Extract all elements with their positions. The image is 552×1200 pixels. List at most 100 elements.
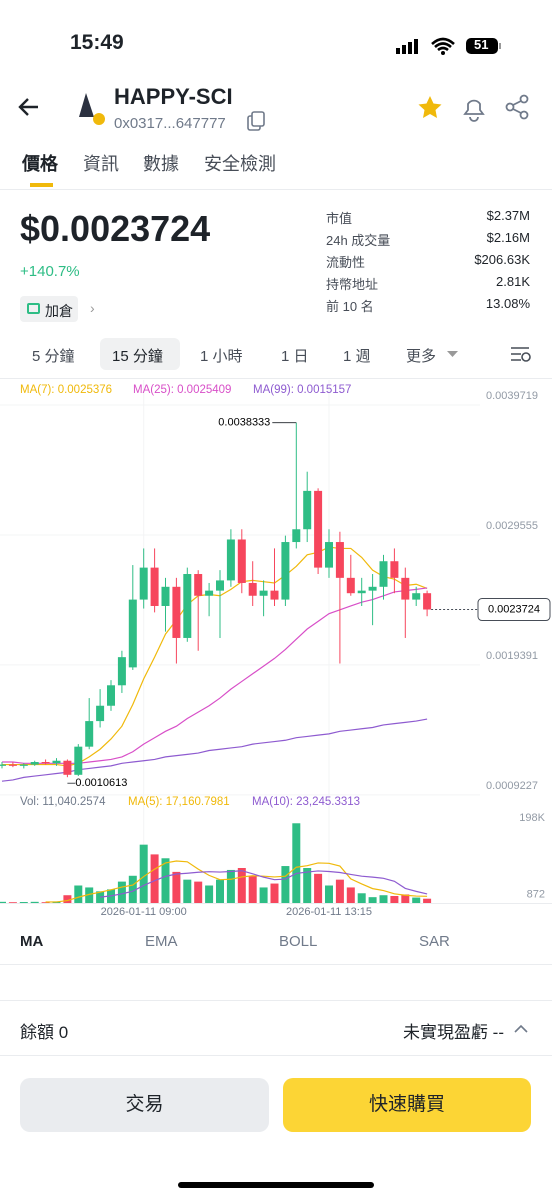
copy-icon-back (251, 111, 265, 127)
candle-body (335, 542, 344, 578)
interval[interactable]: 1 小時 (200, 348, 243, 365)
volume-bar (303, 868, 312, 903)
volume-tick-label: 198K (519, 812, 545, 824)
quick-buy-label: 快速購買 (368, 1094, 445, 1115)
divider (0, 378, 552, 379)
candle-body (423, 593, 432, 610)
chart-settings-icon[interactable] (511, 347, 531, 362)
volume-bar (19, 902, 28, 903)
candle-body (52, 760, 61, 764)
candle-body (390, 561, 399, 578)
volume-bar (150, 854, 159, 903)
stat-value: $2.37M (486, 208, 530, 223)
candle-body (270, 590, 279, 600)
candle-body (248, 582, 257, 596)
volume-label: Vol: 11,040.2574 (20, 796, 106, 808)
interval-active[interactable]: 15 分鐘 (112, 348, 163, 365)
x-tick-label: 2026-01-11 09:00 (101, 906, 187, 918)
tab[interactable]: 數據 (143, 154, 179, 174)
x-tick-label: 2026-01-11 13:15 (286, 906, 372, 918)
header-icons (18, 93, 529, 131)
candle-body (194, 574, 203, 596)
volume-bar (74, 885, 83, 903)
tab-underline (30, 183, 53, 187)
interval-active-bg (100, 338, 180, 370)
indicator-active[interactable]: MA (20, 933, 44, 950)
back-arrow[interactable] (18, 98, 38, 116)
candle-body (19, 764, 28, 766)
divider (0, 1055, 552, 1056)
volume-bar (205, 885, 214, 903)
quick-buy-button[interactable]: 快速購買 (283, 1078, 531, 1132)
add-position-label: 加倉 (45, 303, 73, 319)
interval[interactable]: 1 週 (343, 348, 371, 365)
interval[interactable]: 1 日 (281, 348, 309, 365)
interval-icons (447, 347, 531, 362)
candle-body (292, 529, 301, 543)
tab[interactable]: 資訊 (83, 154, 119, 174)
tab[interactable]: 安全檢測 (204, 154, 276, 174)
y-tick-label: 0.0009227 (486, 780, 538, 792)
candle-body (281, 542, 290, 600)
add-position-button[interactable]: 加倉 (20, 296, 78, 322)
stat-label: 持幣地址 (326, 277, 379, 292)
volume-bar (30, 901, 39, 903)
candle-body (85, 721, 94, 747)
last-price-box (477, 598, 551, 622)
share-icon[interactable] (505, 94, 529, 120)
candle-body (237, 539, 246, 583)
candle-body (183, 574, 192, 638)
volume-bar (390, 896, 399, 903)
candle-body (325, 542, 333, 568)
ma-line (2, 546, 428, 767)
stat-label: 24h 成交量 (326, 233, 391, 248)
indicator[interactable]: BOLL (279, 933, 318, 950)
candle-body (74, 746, 83, 775)
low-label: 0.0010613 (75, 777, 127, 789)
candle-body (30, 762, 39, 765)
legend-entry: MA(10): 23,245.3313 (252, 796, 360, 808)
trade-button[interactable]: 交易 (20, 1078, 269, 1132)
candle-body (8, 764, 17, 766)
y-tick-label: 0.0029555 (486, 520, 538, 532)
balance: 餘額 0 (20, 1023, 69, 1042)
y-tick-label: 0.0039719 (486, 390, 538, 402)
volume-bar (172, 871, 181, 903)
favorite-star[interactable] (418, 96, 442, 118)
legend-entry: MA(5): 17,160.7981 (128, 796, 230, 808)
legend-entry: MA(7): 0.0025376 (20, 384, 112, 396)
volume-bar (237, 868, 246, 903)
tab-active[interactable]: 價格 (22, 154, 58, 174)
volume-bar (161, 858, 170, 903)
chain-badge (93, 113, 105, 125)
ma-line (1, 718, 428, 782)
volume-bar (248, 875, 257, 903)
volume-bar (346, 887, 355, 903)
interval[interactable]: 5 分鐘 (32, 348, 75, 365)
signal-wifi (396, 37, 501, 55)
candle-body (259, 590, 268, 596)
legend-entry: MA(25): 0.0025409 (133, 384, 231, 396)
volume-bar (0, 901, 6, 903)
volume-bar (216, 879, 224, 903)
status-time: 15:49 (70, 31, 124, 54)
candle-body (401, 577, 410, 600)
volume-bar (357, 893, 366, 903)
candle-body (139, 567, 148, 600)
volume-bar (96, 891, 105, 903)
candle-body (368, 586, 377, 591)
candle-body (161, 586, 170, 606)
interval-more[interactable]: 更多 (406, 348, 437, 365)
volume-bar (401, 894, 410, 903)
volume-bar (85, 887, 94, 903)
indicator[interactable]: SAR (419, 933, 450, 950)
divider (0, 189, 552, 190)
stat-label: 前 10 名 (326, 299, 374, 314)
divider (0, 1000, 552, 1001)
candle-body (412, 593, 421, 600)
indicator[interactable]: EMA (145, 933, 178, 950)
alert-bell[interactable] (463, 99, 485, 122)
token-title: HAPPY-SCI (114, 84, 233, 109)
candle-body (41, 762, 50, 764)
stat-value: 2.81K (496, 274, 530, 289)
